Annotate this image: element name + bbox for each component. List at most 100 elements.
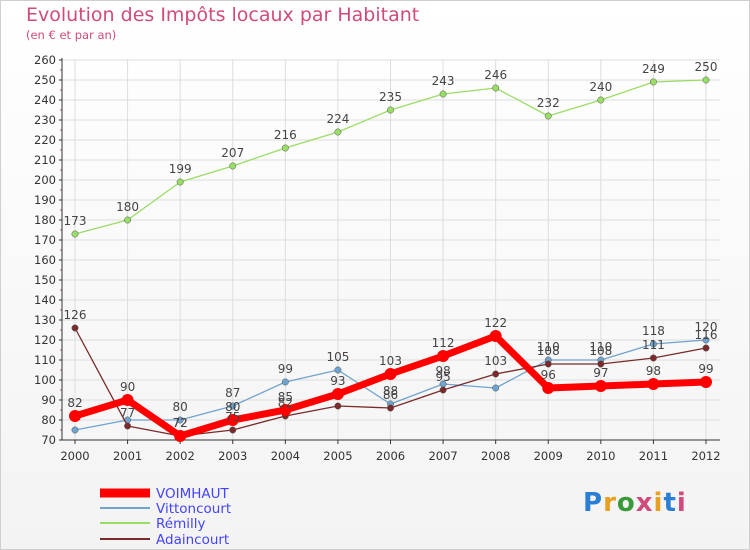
data-point: [124, 422, 132, 430]
data-label: 120: [695, 320, 718, 334]
x-tick-label: 2004: [271, 449, 300, 463]
data-point: [387, 404, 394, 412]
data-label: 85: [278, 390, 293, 404]
data-point: [174, 430, 187, 442]
data-label: 98: [646, 364, 661, 378]
grid: [62, 59, 720, 441]
data-point: [439, 386, 447, 394]
data-point: [387, 106, 394, 114]
data-label: 224: [326, 112, 349, 126]
data-label: 240: [589, 80, 612, 94]
x-tick-label: 2002: [166, 449, 195, 463]
data-label: 108: [537, 344, 560, 358]
logo-letter: i: [653, 488, 664, 518]
data-point: [71, 426, 79, 434]
data-point: [229, 162, 237, 170]
x-tick-label: 2001: [113, 449, 142, 463]
data-point: [334, 128, 342, 136]
y-tick-label: 80: [41, 413, 56, 427]
data-label: 95: [435, 370, 450, 384]
y-tick-label: 260: [34, 53, 56, 67]
data-label: 111: [642, 338, 665, 352]
logo-letter: P: [583, 488, 604, 518]
data-label: 103: [379, 354, 402, 368]
legend-label: Rémilly: [156, 516, 205, 532]
data-point: [542, 382, 555, 394]
data-label: 93: [330, 374, 345, 388]
data-label: 80: [225, 400, 240, 414]
data-point: [437, 350, 450, 362]
y-tick-label: 190: [34, 193, 56, 207]
data-point: [702, 336, 710, 344]
data-point: [71, 324, 79, 332]
logo-letter: o: [616, 488, 636, 518]
data-point: [281, 378, 289, 386]
data-point: [226, 414, 239, 426]
data-point: [492, 370, 500, 378]
y-tick-label: 90: [41, 393, 56, 407]
logo-letter: x: [635, 488, 654, 518]
data-label: 110: [537, 340, 560, 354]
x-tick-label: 2007: [428, 449, 457, 463]
data-label: 199: [169, 162, 192, 176]
data-label: 112: [432, 336, 455, 350]
data-point: [594, 380, 607, 392]
proxiti-logo: Proxiti: [583, 488, 687, 518]
data-point: [702, 344, 710, 352]
data-label: 216: [274, 128, 297, 142]
y-tick-label: 180: [34, 213, 56, 227]
x-tick-label: 2005: [323, 449, 352, 463]
data-label: 99: [698, 362, 713, 376]
data-label: 96: [541, 368, 556, 382]
data-label: 207: [221, 146, 244, 160]
legend-label: VOIMHAUT: [156, 486, 230, 502]
y-tick-label: 250: [34, 73, 56, 87]
data-point: [649, 340, 657, 348]
data-label: 246: [484, 68, 507, 82]
data-point: [597, 96, 605, 104]
data-label: 122: [484, 316, 507, 330]
y-tick-label: 220: [34, 133, 56, 147]
data-label: 88: [383, 384, 398, 398]
y-tick-label: 240: [34, 93, 56, 107]
data-label: 235: [379, 90, 402, 104]
data-label: 110: [589, 340, 612, 354]
y-tick-label: 160: [34, 253, 56, 267]
data-point: [649, 78, 657, 86]
data-label: 72: [173, 416, 188, 430]
logo-letter: r: [603, 488, 617, 518]
data-point: [334, 402, 342, 410]
axes: 7080901001101201301401501601701801902002…: [34, 53, 721, 463]
y-tick-label: 170: [34, 233, 56, 247]
x-tick-label: 2003: [218, 449, 247, 463]
data-point: [439, 90, 447, 98]
data-point: [69, 410, 81, 422]
data-label: 90: [120, 380, 135, 394]
data-point: [124, 216, 132, 224]
data-label: 243: [432, 74, 455, 88]
data-label: 77: [120, 406, 135, 420]
y-tick-label: 110: [34, 353, 56, 367]
series-lines: [69, 76, 712, 442]
x-tick-label: 2012: [691, 449, 720, 463]
data-point: [544, 360, 552, 368]
data-point: [384, 368, 397, 380]
y-tick-label: 120: [34, 333, 56, 347]
data-point: [492, 384, 500, 392]
data-label: 116: [695, 328, 718, 342]
data-point: [71, 230, 79, 238]
x-tick-label: 2011: [639, 449, 668, 463]
data-point: [176, 416, 184, 424]
data-label: 80: [173, 400, 188, 414]
data-point: [281, 144, 289, 152]
x-tick-label: 2009: [534, 449, 563, 463]
data-label: 98: [435, 364, 450, 378]
data-point: [702, 76, 710, 84]
data-point: [279, 404, 292, 416]
data-label: 75: [225, 410, 240, 424]
data-label: 105: [326, 350, 349, 364]
y-tick-label: 140: [34, 293, 56, 307]
data-point: [492, 84, 500, 92]
